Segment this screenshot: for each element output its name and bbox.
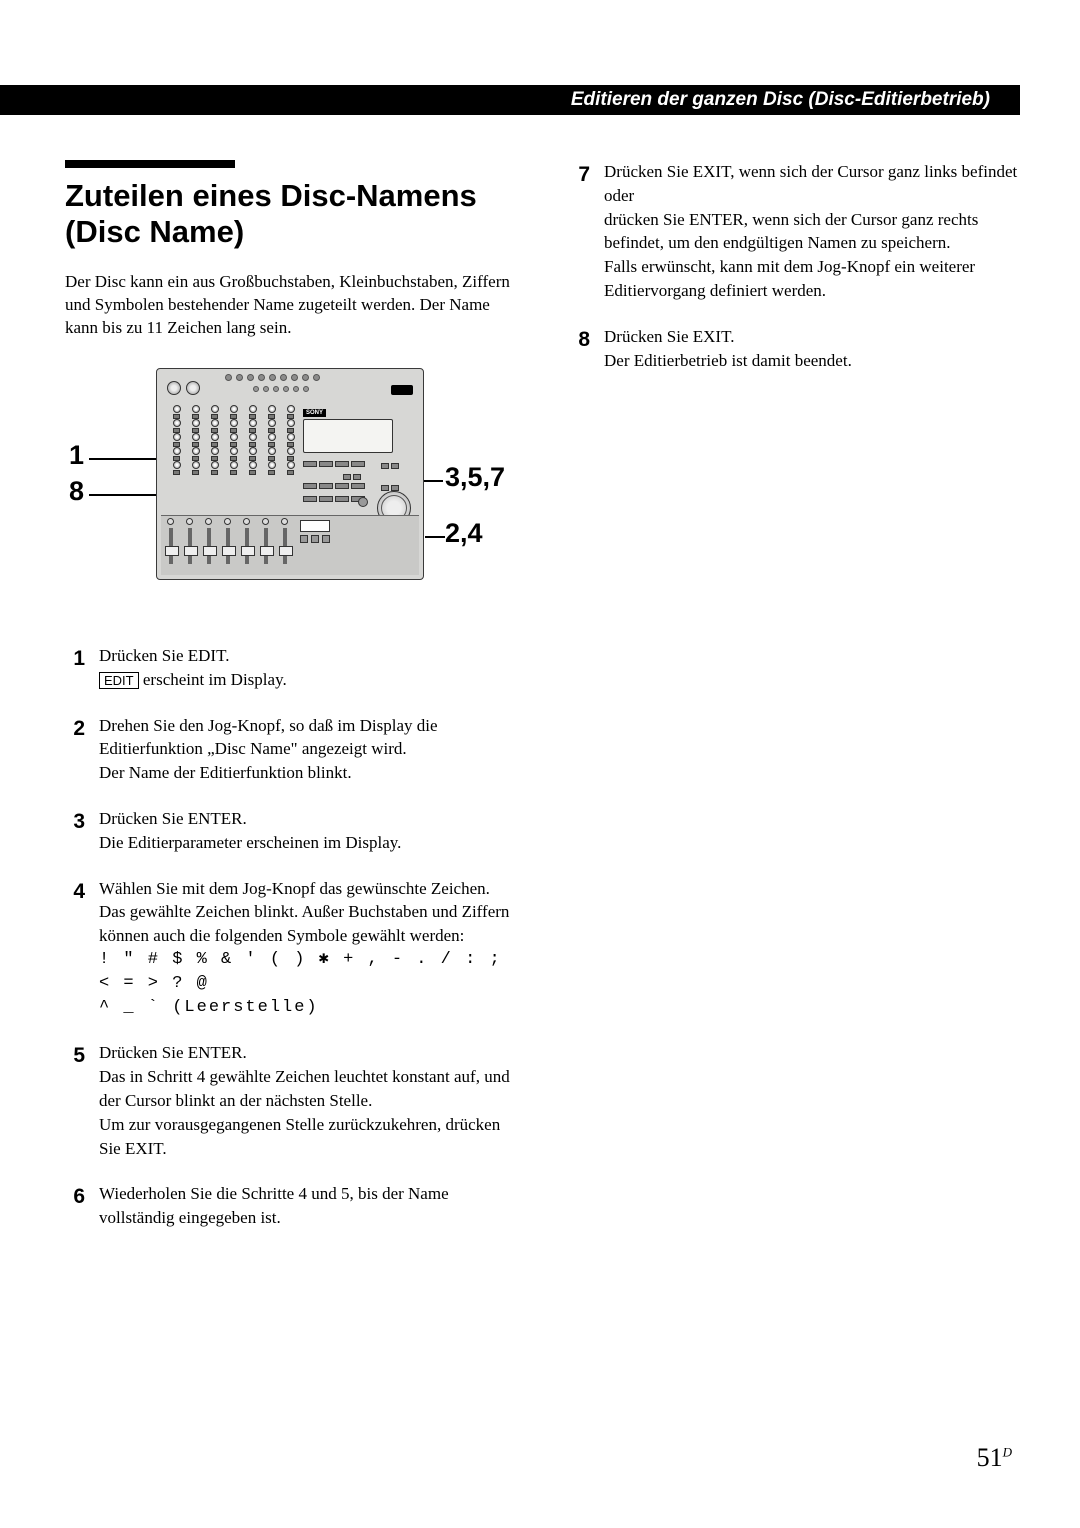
step-num: 3 [65, 807, 85, 855]
step-body: Drücken Sie ENTER. Das in Schritt 4 gewä… [99, 1041, 515, 1160]
callout-357: 3,5,7 [445, 462, 505, 493]
step-text: Das gewählte Zeichen blinkt. Außer Buchs… [99, 900, 515, 948]
step-num: 8 [570, 325, 590, 373]
step-text: Drücken Sie EXIT. Der Editierbetrieb ist… [604, 325, 852, 373]
step-body: Drücken Sie EXIT, wenn sich der Cursor g… [604, 160, 1020, 303]
right-column: 7 Drücken Sie EXIT, wenn sich der Cursor… [570, 160, 1020, 1252]
top-holes-row2 [253, 386, 309, 392]
device-illustration: 1 8 3,5,7 2,4 [65, 368, 515, 598]
step-7: 7 Drücken Sie EXIT, wenn sich der Cursor… [570, 160, 1020, 303]
step-num: 2 [65, 714, 85, 785]
step-text: Drücken Sie EXIT, wenn sich der Cursor g… [604, 160, 1020, 303]
section-title-line1: Zuteilen eines Disc-Namens [65, 178, 477, 213]
device-box: SONY [156, 368, 424, 580]
symbols-line2: ^ _ ` (Leerstelle) [99, 996, 515, 1020]
intro-paragraph: Der Disc kann ein aus Großbuchstaben, Kl… [65, 271, 515, 340]
step-8: 8 Drücken Sie EXIT. Der Editierbetrieb i… [570, 325, 1020, 373]
section-bar [65, 160, 235, 168]
step-num: 1 [65, 644, 85, 692]
callout-24: 2,4 [445, 518, 483, 549]
callout-24-line [425, 536, 445, 538]
top-holes-row1 [225, 374, 320, 381]
step-1: 1 Drücken Sie EDIT. EDIT erscheint im Di… [65, 644, 515, 692]
step-3: 3 Drücken Sie ENTER. Die Editierparamete… [65, 807, 515, 855]
step-body: Drehen Sie den Jog-Knopf, so daß im Disp… [99, 714, 515, 785]
page-number: 51D [977, 1443, 1012, 1473]
step-after-box: erscheint im Display. [139, 670, 287, 689]
step-lead: Drücken Sie EDIT. [99, 644, 287, 668]
step-body: Wiederholen Sie die Schritte 4 und 5, bi… [99, 1182, 515, 1230]
edit-label-box: EDIT [99, 672, 139, 689]
header-bar: Editieren der ganzen Disc (Disc-Editierb… [0, 85, 1020, 115]
brand-label: SONY [303, 409, 326, 417]
step-num: 5 [65, 1041, 85, 1160]
step-body: Wählen Sie mit dem Jog-Knopf das gewünsc… [99, 877, 515, 1020]
step-num: 6 [65, 1182, 85, 1230]
step-4: 4 Wählen Sie mit dem Jog-Knopf das gewün… [65, 877, 515, 1020]
page-number-super: D [1003, 1444, 1012, 1459]
symbols-line1: ! " # $ % & ' ( ) ✱ + , - . / : ; < = > … [99, 948, 515, 996]
steps-left: 1 Drücken Sie EDIT. EDIT erscheint im Di… [65, 644, 515, 1230]
step-2: 2 Drehen Sie den Jog-Knopf, so daß im Di… [65, 714, 515, 785]
step-num: 4 [65, 877, 85, 1020]
lcd-screen [303, 419, 393, 453]
knob-grid [167, 405, 300, 475]
page-number-value: 51 [977, 1443, 1003, 1472]
step-text: Wiederholen Sie die Schritte 4 und 5, bi… [99, 1182, 515, 1230]
step-text: Drehen Sie den Jog-Knopf, so daß im Disp… [99, 714, 515, 785]
step-rest: EDIT erscheint im Display. [99, 668, 287, 692]
callout-1: 1 [69, 440, 84, 471]
top-left-knobs [167, 381, 200, 395]
step-lead: Wählen Sie mit dem Jog-Knopf das gewünsc… [99, 877, 515, 901]
step-body: Drücken Sie ENTER. Die Editierparameter … [99, 807, 401, 855]
header-title: Editieren der ganzen Disc (Disc-Editierb… [571, 89, 990, 111]
step-body: Drücken Sie EDIT. EDIT erscheint im Disp… [99, 644, 287, 692]
steps-right: 7 Drücken Sie EXIT, wenn sich der Cursor… [570, 160, 1020, 372]
step-body: Drücken Sie EXIT. Der Editierbetrieb ist… [604, 325, 852, 373]
content-columns: Zuteilen eines Disc-Namens (Disc Name) D… [65, 160, 1020, 1252]
callout-8: 8 [69, 476, 84, 507]
step-5: 5 Drücken Sie ENTER. Das in Schritt 4 ge… [65, 1041, 515, 1160]
left-column: Zuteilen eines Disc-Namens (Disc Name) D… [65, 160, 515, 1252]
step-text: Drücken Sie ENTER. Das in Schritt 4 gewä… [99, 1041, 515, 1160]
step-num: 7 [570, 160, 590, 303]
section-title: Zuteilen eines Disc-Namens (Disc Name) [65, 178, 515, 249]
step-6: 6 Wiederholen Sie die Schritte 4 und 5, … [65, 1182, 515, 1230]
step-text: Drücken Sie ENTER. Die Editierparameter … [99, 807, 401, 855]
ir-window [391, 385, 413, 395]
fader-panel [161, 515, 419, 575]
section-title-line2: (Disc Name) [65, 214, 244, 249]
